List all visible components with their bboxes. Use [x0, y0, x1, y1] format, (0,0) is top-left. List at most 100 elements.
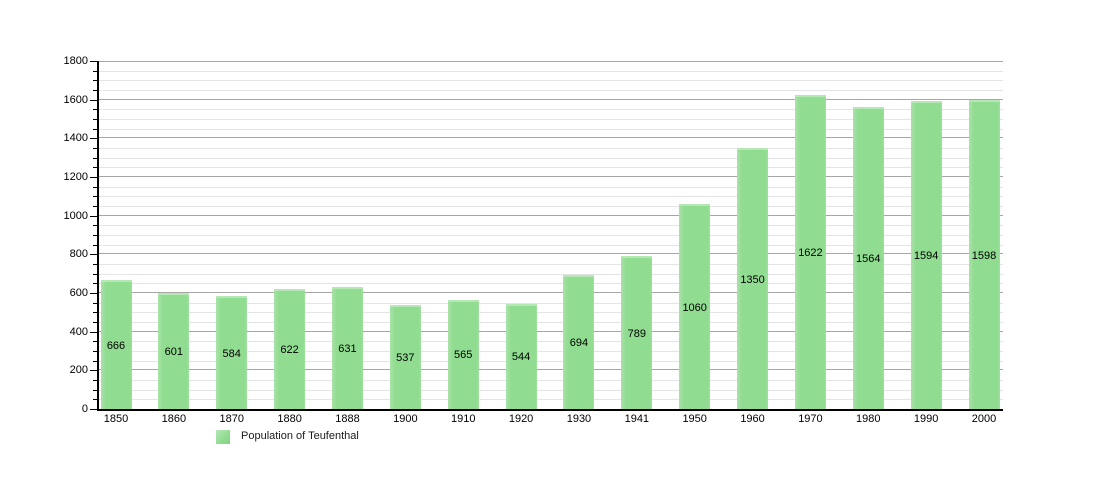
bar: 1598	[968, 100, 1000, 409]
y-axis-minor-tick	[93, 90, 97, 91]
bar: 1060	[679, 204, 711, 409]
y-axis-tick-label: 1800	[63, 55, 88, 67]
major-gridline	[99, 292, 1003, 293]
bar-value-label: 601	[164, 345, 184, 358]
major-gridline	[99, 98, 1003, 100]
minor-gridline	[99, 312, 1003, 314]
minor-gridline	[99, 273, 1003, 275]
minor-gridline	[99, 264, 1003, 265]
y-axis-minor-tick	[93, 148, 97, 149]
y-axis-minor-tick	[93, 128, 97, 130]
bar-value-label: 1622	[798, 247, 823, 260]
minor-gridline	[99, 109, 1003, 111]
x-axis-tick-label: 1950	[682, 413, 707, 425]
y-axis-minor-tick	[93, 80, 97, 82]
minor-gridline	[99, 70, 1003, 72]
y-axis-minor-tick	[93, 167, 97, 169]
plot-area: 666 601 584 622 631 537 565 544 694 789 1060 1350 16…	[97, 61, 1003, 411]
x-axis-tick-label: 1850	[103, 413, 129, 425]
minor-gridline	[99, 119, 1003, 120]
bar: 631	[331, 287, 363, 409]
y-axis-major-tick	[90, 215, 97, 217]
minor-gridline	[99, 360, 1003, 362]
bar-value-label: 1060	[682, 301, 707, 314]
y-axis-minor-tick	[93, 225, 97, 227]
minor-gridline	[99, 186, 1003, 188]
x-axis-tick-label: 1860	[161, 413, 187, 425]
major-gridline	[99, 253, 1003, 255]
bar-value-label: 565	[454, 349, 473, 362]
y-axis-minor-tick	[93, 399, 97, 401]
minor-gridline	[99, 80, 1003, 82]
y-axis-tick-label: 0	[81, 403, 88, 415]
x-axis-tick-label: 1990	[913, 413, 939, 425]
y-axis-major-tick	[90, 370, 97, 372]
y-axis-minor-tick	[93, 264, 97, 265]
y-axis-major-tick	[90, 331, 97, 333]
y-axis-minor-tick	[93, 206, 97, 207]
bar: 1594	[910, 100, 942, 409]
minor-gridline	[99, 389, 1003, 391]
y-axis-minor-tick	[93, 351, 97, 352]
x-axis-tick-label: 1888	[335, 413, 360, 425]
y-axis-minor-tick	[93, 109, 97, 111]
minor-gridline	[99, 380, 1003, 381]
minor-gridline	[99, 90, 1003, 91]
x-axis-tick-label: 1900	[393, 413, 418, 425]
x-axis-tick-label: 1960	[740, 413, 765, 425]
y-axis-minor-tick	[93, 322, 97, 323]
x-axis-tick-label: 1880	[277, 413, 302, 425]
x-axis-tick-label: 1941	[624, 413, 650, 425]
x-axis-tick-label: 1980	[856, 413, 881, 425]
bar: 537	[389, 305, 421, 409]
y-axis-minor-tick	[93, 283, 97, 285]
y-axis-minor-tick	[93, 341, 97, 343]
legend: Population of Teufenthal	[216, 429, 359, 444]
x-axis-tick-label: 1970	[798, 413, 823, 425]
y-axis-major-tick	[90, 409, 97, 410]
minor-gridline	[99, 399, 1003, 401]
x-axis-tick-label: 2000	[971, 413, 997, 425]
minor-gridline	[99, 157, 1003, 159]
major-gridline	[99, 330, 1003, 332]
bar-value-label: 1564	[856, 252, 881, 265]
y-axis-tick-label: 600	[69, 287, 88, 299]
bar-value-label: 694	[569, 336, 589, 349]
bar: 694	[563, 274, 595, 409]
major-gridline	[99, 176, 1003, 177]
bar-value-label: 622	[280, 343, 299, 356]
bar: 1564	[852, 106, 884, 409]
major-gridline	[99, 214, 1003, 216]
minor-gridline	[99, 225, 1003, 227]
minor-gridline	[99, 351, 1003, 352]
minor-gridline	[99, 235, 1003, 236]
bar-value-label: 1350	[740, 273, 765, 286]
y-axis-tick-label: 400	[69, 325, 88, 338]
y-axis-major-tick	[90, 99, 97, 101]
major-gridline	[99, 137, 1003, 139]
y-axis-tick-label: 1400	[63, 132, 88, 145]
y-axis-minor-tick	[93, 273, 97, 275]
bar: 622	[274, 288, 306, 409]
major-gridline	[99, 61, 1003, 62]
bar: 565	[447, 299, 479, 409]
y-axis-major-tick	[90, 254, 97, 256]
bar-value-label: 666	[106, 339, 126, 352]
x-axis-tick-label: 1920	[508, 413, 534, 425]
y-axis-minor-tick	[93, 157, 97, 159]
y-axis-tick-label: 800	[69, 248, 88, 261]
minor-gridline	[99, 283, 1003, 285]
y-axis-major-tick	[90, 293, 97, 294]
legend-swatch	[216, 429, 230, 444]
minor-gridline	[99, 244, 1003, 246]
minor-gridline	[99, 341, 1003, 343]
x-axis-tick-label: 1870	[219, 413, 244, 425]
y-axis-minor-tick	[93, 70, 97, 72]
minor-gridline	[99, 206, 1003, 207]
bar-value-label: 544	[511, 351, 531, 364]
x-axis-tick-label: 1910	[450, 413, 476, 425]
y-axis-minor-tick	[93, 244, 97, 246]
bar: 1622	[794, 95, 826, 409]
x-axis-tick-label: 1930	[566, 413, 592, 425]
minor-gridline	[99, 128, 1003, 130]
